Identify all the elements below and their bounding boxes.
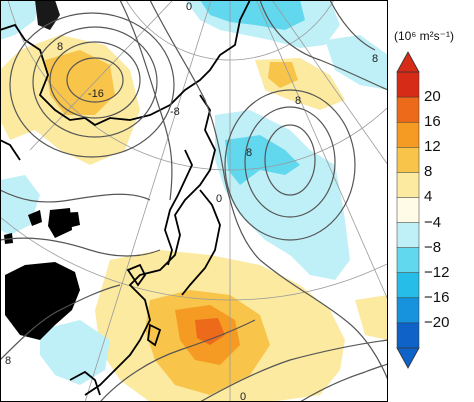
colorbar-tick-label: 4 (424, 188, 433, 206)
negative-region (325, 35, 388, 90)
negative-region (40, 320, 110, 385)
contour-labels: 8 -16 -8 0 8 8 8 8 0 0 (5, 1, 378, 402)
contour-label: -8 (170, 106, 180, 118)
colorbar-cell (396, 96, 420, 123)
colorbar-cell (396, 272, 420, 299)
colorbar-tick-label: 16 (424, 113, 441, 131)
colorbar-tick-label: −8 (424, 238, 442, 256)
colorbar-cell (396, 297, 420, 324)
colorbar-cell (396, 322, 420, 349)
positive-region (268, 62, 298, 88)
colorbar-cell (396, 71, 420, 98)
contour-lines (0, 0, 388, 402)
terrain-mask (4, 0, 80, 340)
colorbar-tick-label: −16 (424, 288, 450, 306)
colorbar-tick-label: −12 (424, 263, 450, 281)
contour-label: 8 (5, 355, 11, 367)
graticule (0, 0, 388, 402)
colorbar-cell (396, 121, 420, 148)
colorbar-tick-label: −4 (424, 213, 442, 231)
negative-region (0, 175, 40, 235)
positive-region (195, 318, 225, 345)
contour-label: 8 (295, 95, 301, 107)
colorbar-bottom-arrow (396, 347, 420, 369)
contour-label: 0 (240, 391, 246, 402)
colorbar-tick-label: 20 (424, 88, 441, 106)
contour-label: 8 (57, 41, 63, 53)
colorbar-cell (396, 197, 420, 223)
colorbar-cell (396, 172, 420, 198)
map-panel: 8 -16 -8 0 8 8 8 8 0 0 (0, 0, 388, 402)
colorbar-tick-label: 8 (424, 163, 433, 181)
positive-region (355, 295, 388, 340)
colorbar-tick-label: 12 (424, 138, 441, 156)
positive-region (45, 50, 115, 115)
contour-label: 0 (216, 193, 222, 205)
colorbar-units: (10⁶ m²s⁻¹) (394, 29, 454, 43)
colorbar-cell (396, 222, 420, 249)
colorbar (396, 51, 420, 369)
colorbar-top-arrow (396, 51, 420, 73)
contour-label: -16 (88, 88, 104, 100)
colorbar-cell (396, 247, 420, 274)
coastlines (0, 0, 251, 396)
negative-region (200, 0, 305, 30)
negative-region (225, 135, 300, 185)
contour-label: 8 (372, 53, 378, 65)
negative-region (0, 0, 40, 40)
colorbar-tick-label: −20 (424, 313, 450, 331)
contour-label: 0 (186, 1, 192, 13)
contour-label: 8 (246, 147, 252, 159)
colorbar-cell (396, 147, 420, 173)
